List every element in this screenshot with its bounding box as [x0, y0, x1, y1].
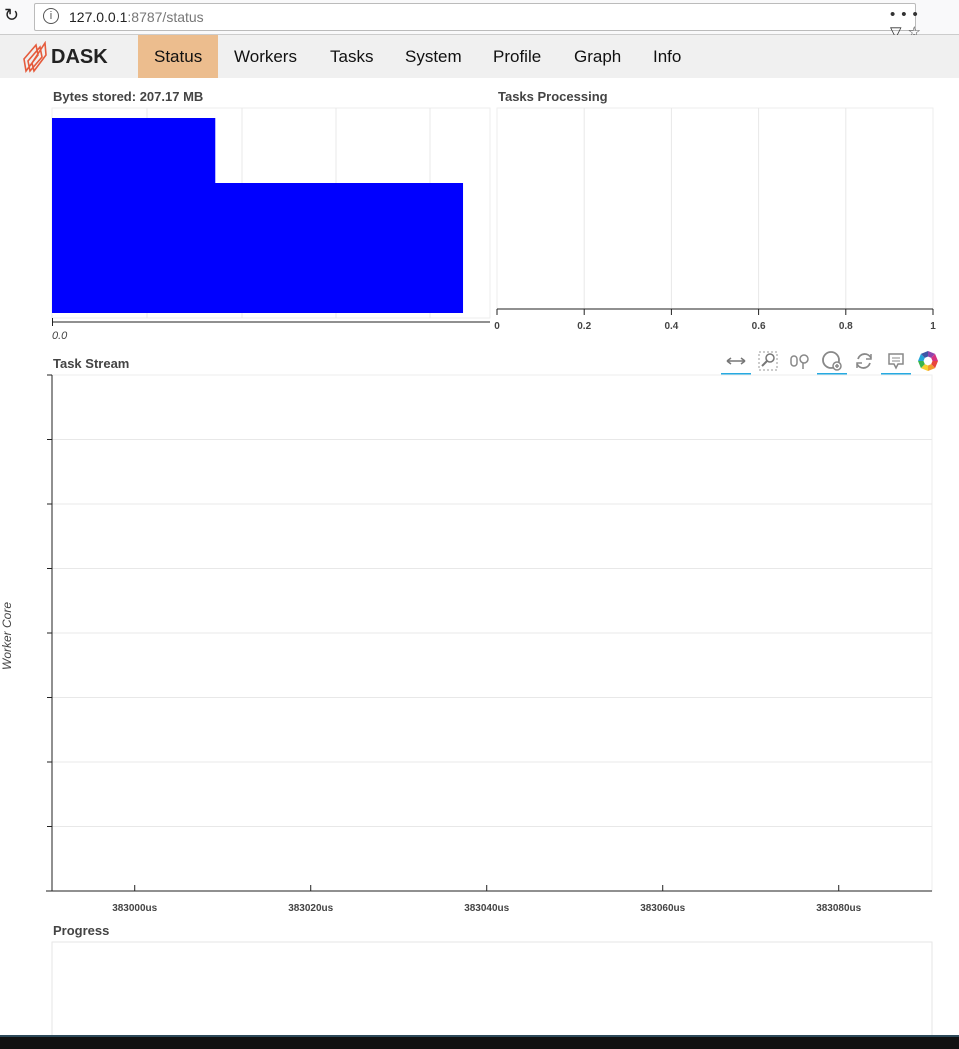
- browser-toolbar: ↻ i 127.0.0.1:8787/status ••• ▽☆: [0, 0, 959, 41]
- x-tick-label: 383040us: [464, 903, 509, 914]
- logo-text: DASK: [51, 45, 108, 68]
- hover-icon[interactable]: [881, 348, 911, 375]
- bokeh-logo-segment: [931, 361, 938, 369]
- zoom-in-icon[interactable]: [817, 348, 847, 375]
- x-tick-label: 0.2: [577, 321, 591, 332]
- address-bar[interactable]: i 127.0.0.1:8787/status: [34, 3, 916, 31]
- bokeh-logo-segment: [928, 351, 936, 358]
- reload-icon[interactable]: ↻: [4, 5, 20, 25]
- pan-x-icon[interactable]: [721, 348, 751, 375]
- bokeh-logo-segment: [920, 351, 928, 358]
- reset-icon[interactable]: [851, 348, 877, 374]
- x-tick-label: 0: [494, 321, 500, 332]
- wheel-zoom-icon[interactable]: [787, 348, 813, 374]
- tab-tasks[interactable]: Tasks: [330, 47, 374, 66]
- x-tick-label: 383020us: [288, 903, 333, 914]
- tasks-processing-title: Tasks Processing: [498, 89, 608, 104]
- bokeh-logo-segment: [931, 353, 938, 361]
- bokeh-logo-segment: [918, 361, 925, 369]
- x-tick-label: 383000us: [112, 903, 157, 914]
- navbar: DASK Status Workers Tasks System Profile…: [0, 35, 959, 78]
- progress-plot-frame: [51, 941, 933, 1035]
- x-tick-label: 0.0: [52, 330, 68, 342]
- info-icon[interactable]: i: [43, 8, 59, 24]
- plot-toolbar: [721, 348, 941, 375]
- box-zoom-icon[interactable]: [755, 348, 781, 374]
- taskbar: [0, 1035, 959, 1049]
- bokeh-logo-segment: [928, 364, 936, 371]
- x-tick-label: 0.4: [664, 321, 678, 332]
- worker-core-axis-label-wrap: Worker Core: [0, 600, 14, 690]
- tab-graph[interactable]: Graph: [574, 47, 622, 66]
- x-tick-label: 0.6: [752, 321, 766, 332]
- bokeh-logo-segment: [918, 353, 925, 361]
- bytes-bar: [52, 183, 464, 313]
- url-path: :8787/status: [127, 9, 204, 25]
- url-host: 127.0.0.1: [69, 9, 128, 25]
- x-tick-label: 383060us: [640, 903, 685, 914]
- progress-title: Progress: [53, 923, 110, 938]
- bokeh-logo-icon[interactable]: [915, 348, 941, 374]
- tab-profile[interactable]: Profile: [493, 47, 542, 66]
- x-tick-label: 383080us: [816, 903, 861, 914]
- x-tick-label: 0.8: [839, 321, 853, 332]
- dask-logo[interactable]: DASK: [22, 39, 108, 75]
- y-axis-label: Worker Core: [0, 601, 14, 670]
- bytes-bar: [52, 118, 216, 183]
- bytes-stored-title: Bytes stored: 207.17 MB: [53, 89, 204, 104]
- bokeh-logo-segment: [920, 364, 928, 371]
- tab-status[interactable]: Status: [138, 35, 219, 78]
- tab-workers[interactable]: Workers: [234, 47, 297, 66]
- url-text: 127.0.0.1:8787/status: [69, 9, 204, 25]
- ellipsis-icon[interactable]: •••: [890, 6, 924, 23]
- tab-info[interactable]: Info: [653, 47, 682, 66]
- dask-logo-icon: [23, 41, 47, 73]
- task-stream-title: Task Stream: [53, 356, 130, 371]
- pocket-icon[interactable]: ▽: [890, 24, 908, 41]
- x-tick-label: 1: [930, 321, 936, 332]
- tab-system[interactable]: System: [405, 47, 462, 66]
- processing-plot-frame: [496, 107, 934, 310]
